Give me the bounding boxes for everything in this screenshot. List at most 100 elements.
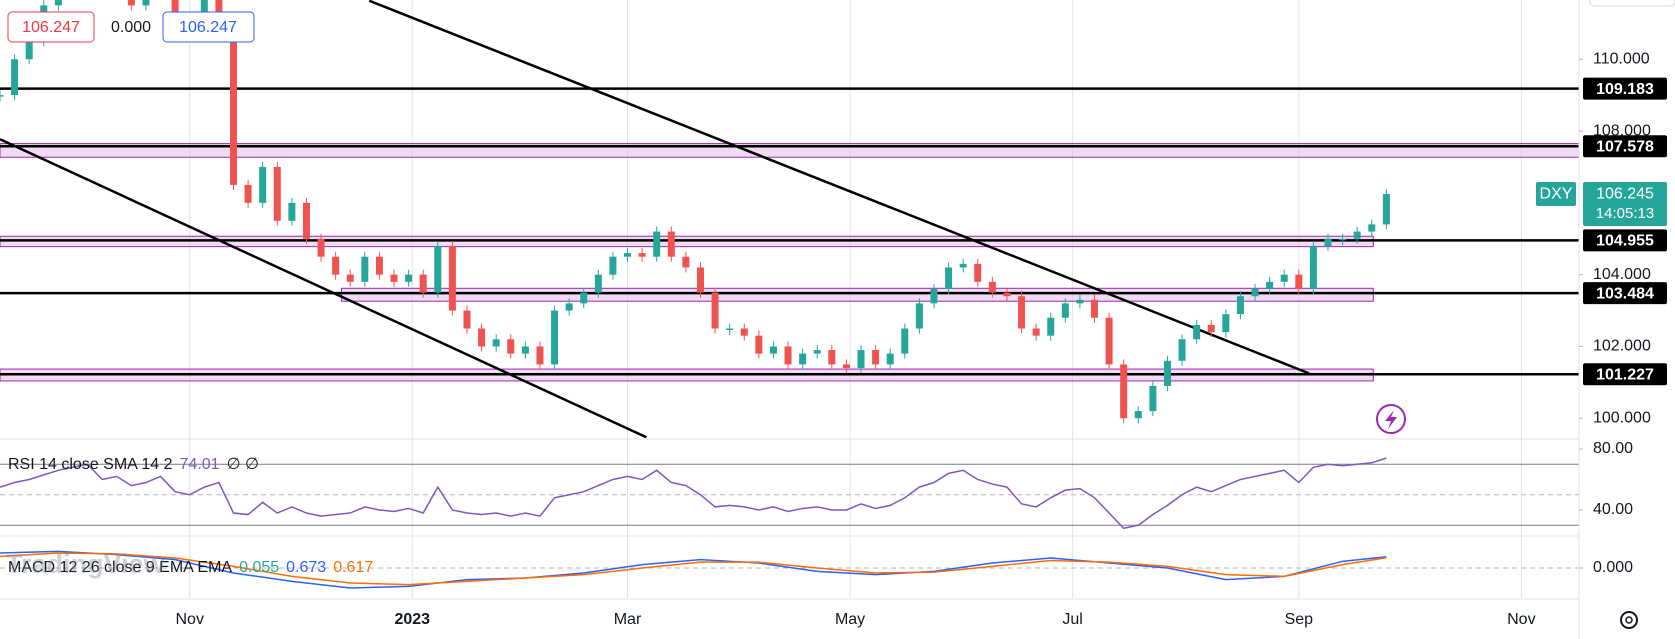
candle — [1018, 296, 1026, 329]
candle — [594, 274, 602, 293]
y-tick-label: 0.000 — [1593, 559, 1633, 576]
candle — [405, 274, 413, 282]
candle — [726, 328, 734, 330]
candle — [142, 0, 150, 6]
labels: 109.183 107.578 104.955 103.484 101.227 DXY 10… — [8, 77, 1667, 576]
candle — [1120, 364, 1128, 419]
candle — [332, 256, 340, 275]
rsi-legend-extra: ∅ ∅ — [227, 456, 259, 473]
level-label: 101.227 — [1596, 366, 1654, 383]
candle — [872, 350, 880, 365]
candle — [959, 263, 967, 268]
alert-icon-bolt — [1385, 410, 1397, 429]
candle — [1222, 314, 1230, 333]
candle — [580, 292, 588, 304]
candle — [1251, 289, 1259, 297]
y-tick-label: 102.000 — [1593, 338, 1651, 355]
candle — [1207, 324, 1215, 333]
candle — [1163, 360, 1171, 386]
x-tick-label: Nov — [175, 611, 203, 628]
candle — [1280, 274, 1288, 282]
candle — [1032, 328, 1040, 336]
watermark: TradingView — [6, 549, 166, 579]
candle — [799, 353, 807, 365]
level-label: 107.578 — [1596, 138, 1654, 155]
candle — [1047, 317, 1055, 336]
candle — [521, 346, 529, 354]
candle — [54, 0, 62, 6]
rsi-line — [0, 457, 1387, 530]
level-label: 103.484 — [1596, 285, 1654, 302]
candle — [945, 267, 953, 290]
macd-line — [0, 550, 1387, 589]
candle — [1382, 194, 1390, 225]
x-tick-label: Nov — [1507, 611, 1535, 628]
candle — [755, 335, 763, 354]
candle — [1193, 324, 1201, 340]
candle — [507, 339, 515, 354]
candle — [463, 310, 471, 329]
candle — [930, 289, 938, 304]
candle — [229, 23, 237, 185]
candle — [1266, 281, 1274, 290]
candle — [244, 184, 252, 203]
x-tick-label: May — [835, 611, 865, 628]
candle — [769, 346, 777, 354]
candle — [1309, 245, 1317, 290]
corner-button[interactable] — [1589, 0, 1675, 7]
candle — [784, 346, 792, 365]
candle — [1105, 317, 1113, 365]
macd-pane — [0, 550, 1579, 589]
candle — [273, 166, 281, 221]
rsi-legend-name: RSI 14 close SMA 14 2 — [8, 456, 173, 473]
level-label-box — [1583, 229, 1667, 252]
y-tick-label: 80.00 — [1593, 440, 1633, 457]
candle — [288, 202, 296, 221]
macd-line — [0, 552, 1387, 586]
sell-box[interactable] — [7, 11, 95, 43]
candle — [536, 346, 544, 365]
candle — [842, 364, 850, 368]
candle — [1236, 296, 1244, 315]
candle — [1339, 238, 1347, 241]
x-tick-label: 2023 — [394, 611, 430, 628]
spread: 0.000 — [111, 19, 151, 36]
level-label-box — [1583, 363, 1667, 386]
zone — [340, 287, 1374, 302]
rsi-legend: RSI 14 close SMA 14 2 74.01 ∅ ∅ — [8, 456, 259, 473]
x-tick-label: Sep — [1285, 611, 1314, 628]
candle — [638, 253, 646, 257]
candle — [478, 328, 486, 347]
candle — [375, 256, 383, 275]
candle — [1149, 385, 1157, 412]
buy-price: 106.247 — [179, 19, 237, 36]
candle — [1324, 238, 1332, 246]
buy-box[interactable] — [162, 11, 255, 43]
macd-legend: MACD 12 26 close 9 EMA EMA 0.055 0.673 0.61… — [8, 559, 373, 576]
symbol-label: DXY — [1540, 185, 1573, 202]
macd-legend-name: MACD 12 26 close 9 EMA EMA — [8, 559, 232, 576]
candle — [565, 303, 573, 311]
candle — [492, 339, 500, 347]
price-label-box — [1583, 182, 1667, 227]
candle — [915, 303, 923, 329]
candle — [390, 274, 398, 282]
candle — [1295, 274, 1303, 290]
candle — [11, 59, 19, 96]
y-tick-label: 110.000 — [1593, 50, 1650, 67]
y-tick-label: 40.00 — [1593, 501, 1633, 518]
axes: Nov 2023 Mar May Jul Sep Nov 100.000 102.000 104.… — [175, 50, 1650, 628]
candle — [419, 274, 427, 293]
candle — [1091, 299, 1099, 318]
x-tick-label: Mar — [614, 611, 642, 628]
level-label: 104.955 — [1596, 233, 1654, 250]
candle — [448, 245, 456, 311]
settings-icon[interactable] — [1620, 611, 1638, 629]
candle — [346, 274, 354, 282]
macd-legend-hist: 0.055 — [239, 559, 279, 576]
candle — [25, 41, 33, 60]
macd-legend-value: 0.673 — [286, 559, 326, 576]
candle — [1134, 411, 1142, 419]
candle — [988, 281, 996, 293]
